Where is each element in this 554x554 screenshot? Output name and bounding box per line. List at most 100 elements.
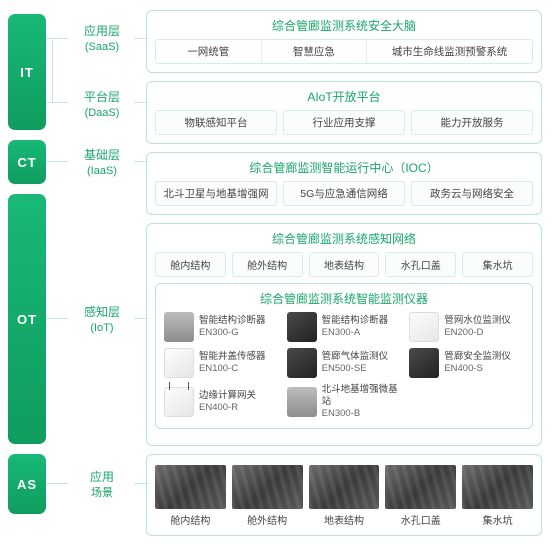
scene-photo [385,465,456,509]
device-item: 管廊气体监测仪EN500-SE [287,348,402,378]
panel-title: 综合管廊监测系统智能监测仪器 [164,290,524,307]
device-thumb [164,348,194,378]
device-item: 北斗地基增强微基站EN300-B [287,384,402,420]
connector [134,483,148,484]
layer-label-daas: 平台层 (DaaS) [70,90,134,120]
panel-title: 综合管廊监测系统感知网络 [155,230,533,247]
scene-row: 舱内结构舱外结构地表结构水孔口盖集水坑 [155,465,533,527]
sense-item: 地表结构 [309,252,380,277]
device-label: 管廊气体监测仪EN500-SE [322,351,389,375]
device-thumb [164,312,194,342]
device-grid: 智能结构诊断器EN300-G 智能结构诊断器EN300-A 管网水位监测仪EN200… [164,312,524,420]
device-label: 北斗地基增强微基站EN300-B [322,384,402,420]
scene-item: 集水坑 [462,465,533,527]
connector [46,38,68,39]
connector [46,483,68,484]
device-label: 管廊安全监测仪EN400-S [444,351,511,375]
panel-devices: 综合管廊监测系统智能监测仪器 智能结构诊断器EN300-G智能结构诊断器EN30… [155,283,533,429]
sense-item: 水孔口盖 [385,252,456,277]
device-label: 边缘计算网关EN400-R [199,390,256,414]
layer-en: (IoT) [70,321,134,335]
panel-platform-layer: AIoT开放平台 物联感知平台 行业应用支撑 能力开放服务 [146,81,542,144]
device-label: 智能结构诊断器EN300-A [322,315,389,339]
layer-en: (DaaS) [70,106,134,120]
layer-cn: 平台层 [84,90,120,104]
scene-caption: 地表结构 [309,512,380,527]
layer-label-iaas: 基础层 (IaaS) [70,148,134,178]
layer-label-scene: 应用 场景 [70,470,134,500]
scene-photo [155,465,226,509]
panel-title: AIoT开放平台 [155,88,533,105]
infra-item: 政务云与网络安全 [411,181,533,206]
device-label: 智能结构诊断器EN300-G [199,315,266,339]
device-label: 智能井盖传感器EN100-C [199,351,266,375]
layer-label-iot: 感知层 (IoT) [70,305,134,335]
infra-row: 北斗卫星与地基增强网 5G与应急通信网络 政务云与网络安全 [155,181,533,206]
platform-item: 行业应用支撑 [283,110,405,135]
scene-caption: 舱内结构 [155,512,226,527]
layer-cn: 应用 [90,470,114,484]
app-subrow: 一网统管 智慧应急 城市生命线监测预警系统 [155,39,533,64]
connector [134,102,148,103]
device-item: 智能井盖传感器EN100-C [164,348,279,378]
device-item: 管网水位监测仪EN200-D [409,312,524,342]
layer-en: (IaaS) [70,164,134,178]
layer-cn: 感知层 [84,305,120,319]
app-item: 城市生命线监测预警系统 [366,40,532,63]
sense-row: 舱内结构 舱外结构 地表结构 水孔口盖 集水坑 [155,252,533,277]
sense-item: 集水坑 [462,252,533,277]
scene-item: 水孔口盖 [385,465,456,527]
connector [134,161,148,162]
layer-cn: 基础层 [84,148,120,162]
panel-infra-layer: 综合管廊监测智能运行中心（IOC） 北斗卫星与地基增强网 5G与应急通信网络 政… [146,152,542,215]
panel-sense-layer: 综合管廊监测系统感知网络 舱内结构 舱外结构 地表结构 水孔口盖 集水坑 综合管… [146,223,542,446]
connector [134,38,148,39]
sense-item: 舱外结构 [232,252,303,277]
connector [46,102,68,103]
layer-cn: 应用层 [84,24,120,38]
platform-item: 物联感知平台 [155,110,277,135]
scene-photo [232,465,303,509]
level-badge-it: IT [8,14,46,130]
layer-en: (SaaS) [70,40,134,54]
app-item: 一网统管 [156,40,261,63]
sense-item: 舱内结构 [155,252,226,277]
panel-title: 综合管廊监测系统安全大脑 [155,17,533,34]
scene-item: 舱内结构 [155,465,226,527]
connector [134,318,148,319]
scene-photo [309,465,380,509]
scene-caption: 水孔口盖 [385,512,456,527]
device-thumb [409,348,439,378]
device-item: 管廊安全监测仪EN400-S [409,348,524,378]
device-label: 管网水位监测仪EN200-D [444,315,511,339]
scene-caption: 舱外结构 [232,512,303,527]
infra-item: 北斗卫星与地基增强网 [155,181,277,206]
level-badge-ot: OT [8,194,46,444]
device-item: 智能结构诊断器EN300-A [287,312,402,342]
device-thumb [287,312,317,342]
level-badge-as: AS [8,454,46,514]
infra-item: 5G与应急通信网络 [283,181,405,206]
scene-photo [462,465,533,509]
connector [46,161,68,162]
app-item: 智慧应急 [261,40,367,63]
panel-title: 综合管廊监测智能运行中心（IOC） [155,159,533,176]
device-thumb [409,312,439,342]
layer-label-saas: 应用层 (SaaS) [70,24,134,54]
panel-app-layer: 综合管廊监测系统安全大脑 一网统管 智慧应急 城市生命线监测预警系统 [146,10,542,73]
level-badge-ct: CT [8,140,46,184]
device-thumb [164,387,194,417]
connector [46,318,68,319]
device-item: 边缘计算网关EN400-R [164,384,279,420]
device-thumb [287,387,317,417]
scene-item: 舱外结构 [232,465,303,527]
layer-en: 场景 [70,486,134,500]
scene-item: 地表结构 [309,465,380,527]
architecture-diagram: IT CT OT AS 应用层 (SaaS) 平台层 (DaaS) 基础层 (I… [0,0,554,554]
platform-row: 物联感知平台 行业应用支撑 能力开放服务 [155,110,533,135]
connector [52,38,53,102]
device-thumb [287,348,317,378]
scene-caption: 集水坑 [462,512,533,527]
panel-scenes: 舱内结构舱外结构地表结构水孔口盖集水坑 [146,454,542,536]
device-item: 智能结构诊断器EN300-G [164,312,279,342]
